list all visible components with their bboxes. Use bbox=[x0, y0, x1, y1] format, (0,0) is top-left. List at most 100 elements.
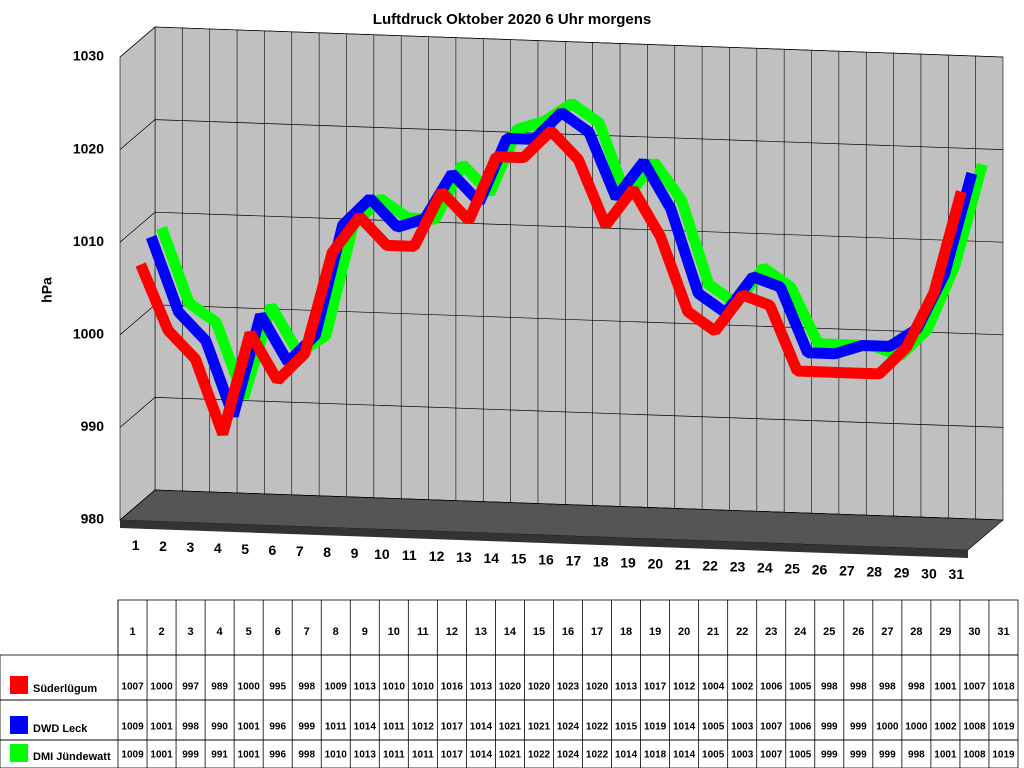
table-header-label: 25 bbox=[823, 626, 835, 638]
table-value: 1002 bbox=[934, 722, 957, 733]
table-value: 1011 bbox=[383, 750, 405, 761]
legend-label: Süderlügum bbox=[33, 683, 97, 695]
table-value: 1022 bbox=[586, 722, 609, 733]
table-header-label: 17 bbox=[591, 626, 603, 638]
table-value: 1020 bbox=[586, 682, 609, 693]
table-value: 989 bbox=[211, 682, 228, 693]
x-tick-label: 31 bbox=[949, 566, 965, 582]
table-header-label: 14 bbox=[504, 626, 517, 638]
table-header-label: 24 bbox=[794, 626, 807, 638]
table-value: 1014 bbox=[470, 722, 493, 733]
table-value: 998 bbox=[298, 750, 315, 761]
x-tick-label: 7 bbox=[296, 543, 304, 559]
table-header-label: 9 bbox=[362, 626, 368, 638]
table-value: 1014 bbox=[615, 750, 638, 761]
x-tick-label: 14 bbox=[484, 550, 500, 566]
table-value: 1003 bbox=[731, 750, 754, 761]
chart-title: Luftdruck Oktober 2020 6 Uhr morgens bbox=[373, 11, 651, 28]
table-value: 1012 bbox=[673, 682, 696, 693]
table-value: 996 bbox=[269, 722, 286, 733]
table-value: 998 bbox=[879, 682, 896, 693]
table-value: 1000 bbox=[238, 682, 261, 693]
table-value: 1010 bbox=[383, 682, 406, 693]
x-tick-label: 12 bbox=[429, 548, 445, 564]
table-header-label: 31 bbox=[997, 626, 1009, 638]
table-value: 1022 bbox=[528, 750, 551, 761]
x-tick-label: 3 bbox=[186, 539, 194, 555]
table-value: 1023 bbox=[557, 682, 580, 693]
x-tick-label: 16 bbox=[538, 552, 554, 568]
x-tick-label: 1 bbox=[132, 537, 140, 553]
table-value: 1006 bbox=[760, 682, 783, 693]
table-value: 1011 bbox=[383, 722, 405, 733]
table-header-label: 23 bbox=[765, 626, 777, 638]
table-value: 995 bbox=[269, 682, 286, 693]
table-value: 1017 bbox=[441, 750, 464, 761]
table-value: 1013 bbox=[470, 682, 493, 693]
table-header-label: 20 bbox=[678, 626, 690, 638]
table-value: 1018 bbox=[644, 750, 667, 761]
table-value: 999 bbox=[850, 722, 867, 733]
grid-line bbox=[119, 211, 1004, 243]
table-value: 998 bbox=[298, 682, 315, 693]
table-value: 1009 bbox=[121, 722, 144, 733]
table-value: 1005 bbox=[789, 682, 812, 693]
table-value: 999 bbox=[182, 750, 199, 761]
table-value: 998 bbox=[850, 682, 867, 693]
x-tick-label: 11 bbox=[402, 547, 417, 563]
table-header-label: 26 bbox=[852, 626, 864, 638]
table-value: 1001 bbox=[934, 750, 957, 761]
table-value: 1019 bbox=[644, 722, 667, 733]
x-tick-label: 10 bbox=[374, 546, 390, 562]
table-value: 1011 bbox=[412, 750, 434, 761]
x-tick-label: 13 bbox=[456, 549, 472, 565]
table-header-label: 22 bbox=[736, 626, 748, 638]
y-tick-label: 1000 bbox=[73, 326, 104, 342]
x-tick-label: 17 bbox=[566, 553, 582, 569]
table-header-label: 4 bbox=[217, 626, 224, 638]
x-tick-label: 22 bbox=[702, 558, 718, 574]
table-value: 1013 bbox=[615, 682, 638, 693]
table-value: 998 bbox=[821, 682, 838, 693]
table-value: 1022 bbox=[586, 750, 609, 761]
table-value: 1001 bbox=[150, 750, 173, 761]
x-tick-label: 20 bbox=[648, 556, 664, 572]
table-value: 999 bbox=[298, 722, 315, 733]
y-tick-label: 990 bbox=[81, 418, 105, 434]
table-header-label: 16 bbox=[562, 626, 574, 638]
series-ribbon bbox=[146, 108, 978, 418]
series-ribbon bbox=[135, 126, 967, 436]
table-header-label: 13 bbox=[475, 626, 487, 638]
table-value: 998 bbox=[182, 722, 199, 733]
table-value: 1003 bbox=[731, 722, 754, 733]
grid-line bbox=[119, 397, 1004, 428]
table-header-label: 15 bbox=[533, 626, 545, 638]
x-tick-label: 28 bbox=[866, 563, 882, 579]
table-header-label: 27 bbox=[881, 626, 893, 638]
table-value: 1021 bbox=[499, 722, 522, 733]
table-value: 1018 bbox=[992, 682, 1015, 693]
y-axis-label: hPa bbox=[39, 277, 55, 303]
table-header-label: 11 bbox=[417, 626, 429, 638]
table-value: 1019 bbox=[992, 722, 1015, 733]
y-tick-label: 1020 bbox=[73, 140, 104, 156]
table-value: 1010 bbox=[412, 682, 435, 693]
table-header-label: 6 bbox=[275, 626, 281, 638]
legend-swatch bbox=[10, 716, 28, 734]
table-value: 998 bbox=[908, 682, 925, 693]
x-tick-label: 4 bbox=[214, 540, 222, 556]
table-value: 1007 bbox=[121, 682, 144, 693]
table-header-label: 19 bbox=[649, 626, 661, 638]
table-value: 1012 bbox=[412, 722, 435, 733]
table-value: 1007 bbox=[963, 682, 986, 693]
x-tick-label: 27 bbox=[839, 562, 855, 578]
table-value: 1011 bbox=[325, 722, 347, 733]
table-value: 1005 bbox=[702, 750, 725, 761]
table-header-label: 5 bbox=[246, 626, 252, 638]
table-value: 1014 bbox=[354, 722, 377, 733]
table-row bbox=[0, 654, 1019, 701]
legend-label: DWD Leck bbox=[33, 723, 88, 735]
table-value: 1000 bbox=[905, 722, 928, 733]
table-row bbox=[0, 699, 1019, 741]
table-value: 996 bbox=[269, 750, 286, 761]
